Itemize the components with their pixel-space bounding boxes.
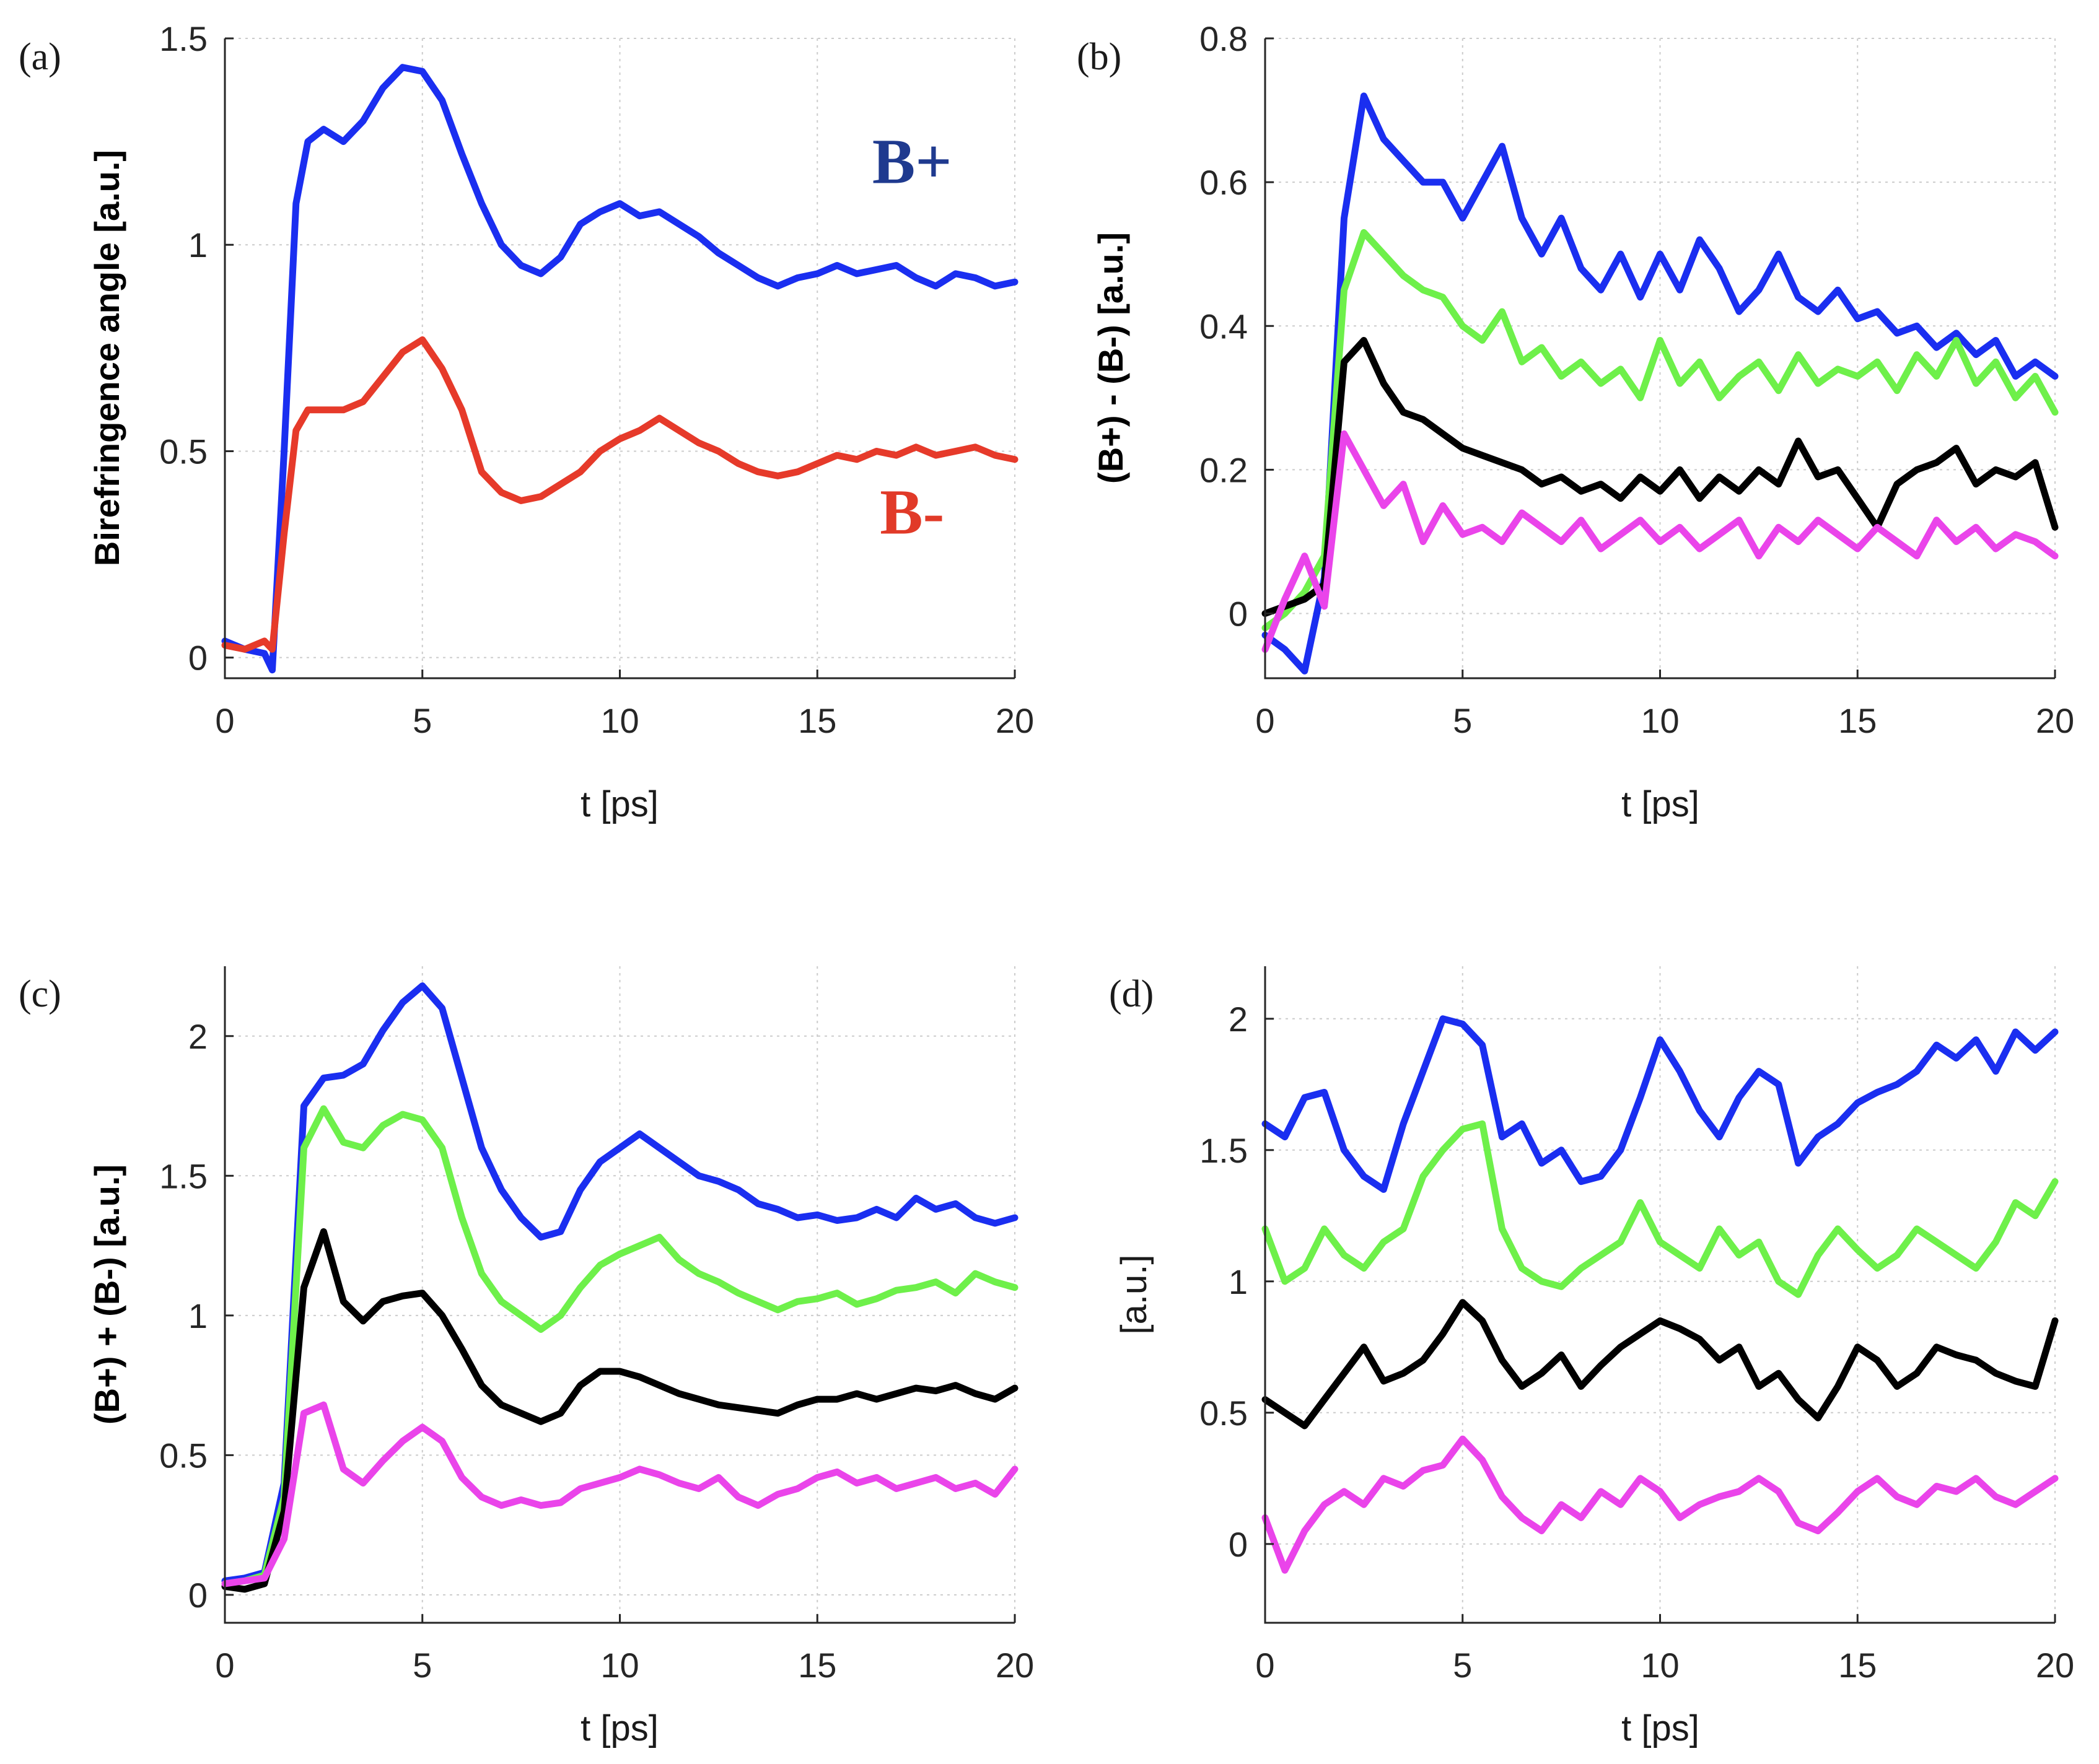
panel-c-series-blue (221, 982, 1019, 1584)
panel-c-ticks: 0 5 10 15 20 0 0.5 1 1.5 2 (159, 1017, 1034, 1685)
panel-a-ytick-label: 0 (188, 639, 208, 678)
panel-b-series-green (1261, 229, 2059, 632)
panel-d-series-magenta (1261, 1435, 2059, 1574)
panel-a-ylabel: Birefringence angle [a.u.] (87, 150, 126, 566)
panel-c-ytick-label: 2 (188, 1017, 208, 1056)
panel-d-xlabel: t [ps] (1621, 1708, 1699, 1749)
panel-a-annotations: B+ B- (872, 126, 952, 548)
panel-d-series-blue (1261, 1015, 2059, 1193)
panel-b-xtick-label: 10 (1641, 701, 1679, 740)
panel-b-ytick-label: 0 (1229, 595, 1248, 634)
panel-a-xtick-label: 15 (798, 701, 836, 740)
panel-a-series-bminus (221, 336, 1019, 653)
panel-d-ticks: 0 5 10 15 20 0 0.5 1 1.5 2 (1199, 1000, 2074, 1685)
panel-a-ytick-label: 1 (188, 225, 208, 264)
panel-a-ticks: 0 5 10 15 20 0 0.5 1 1.5 (159, 19, 1034, 740)
panel-d-ytick-label: 0 (1229, 1525, 1248, 1564)
panel-d-xtick-label: 20 (2036, 1646, 2074, 1685)
panel-c-xtick-label: 0 (215, 1646, 234, 1685)
panel-b-series-black (1261, 337, 2059, 617)
panel-b: 0 5 10 15 20 0 0.2 0.4 0.6 0.8 (b) t [ps] (B+) - … (1077, 19, 2074, 824)
panel-c-ylabel: (B+) + (B-) [a.u.] (87, 1164, 126, 1425)
panel-c-ytick-label: 0 (188, 1576, 208, 1615)
panel-a-annotation-b-plus: B+ (872, 126, 952, 197)
panel-b-xlabel: t [ps] (1621, 784, 1699, 824)
panel-d-xtick-label: 15 (1838, 1646, 1877, 1685)
panel-c-ytick-label: 0.5 (159, 1436, 208, 1475)
panel-d-xtick-label: 5 (1453, 1646, 1472, 1685)
panel-c-series-black (221, 1228, 1019, 1593)
panel-d-xtick-label: 10 (1641, 1646, 1679, 1685)
panel-c-xlabel: t [ps] (581, 1708, 659, 1749)
panel-b-ytick-label: 0.2 (1199, 450, 1248, 489)
panel-a-series (221, 64, 1019, 674)
panel-b-xtick-label: 15 (1838, 701, 1877, 740)
panel-d-ytick-label: 1 (1229, 1262, 1248, 1301)
panel-d-ytick-label: 1.5 (1199, 1131, 1248, 1170)
panel-b-label: (b) (1077, 36, 1121, 78)
panel-a: 0 5 10 15 20 0 0.5 1 1.5 (a) t [ps] Birefringenc… (19, 19, 1034, 824)
panel-c-xtick-label: 5 (413, 1646, 432, 1685)
panel-c-xtick-label: 15 (798, 1646, 836, 1685)
panel-d-ylabel: [a.u.] (1114, 1255, 1154, 1335)
panel-a-series-bplus (221, 64, 1019, 674)
panel-c-ytick-label: 1.5 (159, 1156, 208, 1195)
panel-d-ytick-label: 2 (1229, 1000, 1248, 1039)
panel-a-xtick-label: 20 (996, 701, 1034, 740)
panel-c-series-magenta (221, 1401, 1019, 1587)
panel-c-xtick-label: 10 (600, 1646, 639, 1685)
panel-b-ticks: 0 5 10 15 20 0 0.2 0.4 0.6 0.8 (1199, 19, 2074, 740)
panel-b-series-blue (1261, 92, 2059, 675)
panel-b-xtick-label: 0 (1255, 701, 1274, 740)
panel-a-label: (a) (19, 36, 61, 78)
panel-d-series (1261, 1015, 2059, 1574)
panel-a-xlabel: t [ps] (581, 784, 659, 824)
panel-b-ytick-label: 0.4 (1199, 307, 1248, 346)
panel-a-xtick-label: 10 (600, 701, 639, 740)
panel-c: 0 5 10 15 20 0 0.5 1 1.5 2 (c) t [ps] (B+) + (B-)… (19, 966, 1034, 1749)
panel-d: 0 5 10 15 20 0 0.5 1 1.5 2 (d) t [ps] [a.u.] (1109, 966, 2074, 1749)
panel-a-ytick-label: 0.5 (159, 432, 208, 471)
panel-a-ytick-label: 1.5 (159, 19, 208, 58)
panel-c-series (221, 982, 1019, 1593)
panel-c-label: (c) (19, 973, 61, 1015)
panel-c-xtick-label: 20 (996, 1646, 1034, 1685)
panel-b-series-magenta (1261, 430, 2059, 653)
panel-b-ytick-label: 0.8 (1199, 19, 1248, 58)
panel-d-xtick-label: 0 (1255, 1646, 1274, 1685)
panel-a-annotation-b-minus: B- (880, 477, 944, 548)
panel-a-xtick-label: 0 (215, 701, 234, 740)
panel-a-grid (225, 38, 1015, 678)
panel-b-xtick-label: 5 (1453, 701, 1472, 740)
panel-b-ylabel: (B+) - (B-) [a.u.] (1091, 232, 1130, 484)
panel-b-xtick-label: 20 (2036, 701, 2074, 740)
panel-b-series (1261, 92, 2059, 675)
panel-a-xtick-label: 5 (413, 701, 432, 740)
panel-d-ytick-label: 0.5 (1199, 1394, 1248, 1433)
panel-d-series-green (1261, 1120, 2059, 1298)
panel-d-series-black (1261, 1299, 2059, 1430)
panel-c-ytick-label: 1 (188, 1296, 208, 1335)
panel-c-series-green (221, 1105, 1019, 1587)
panel-b-ytick-label: 0.6 (1199, 163, 1248, 202)
panel-d-label: (d) (1109, 973, 1154, 1015)
panel-b-grid (1265, 38, 2056, 678)
